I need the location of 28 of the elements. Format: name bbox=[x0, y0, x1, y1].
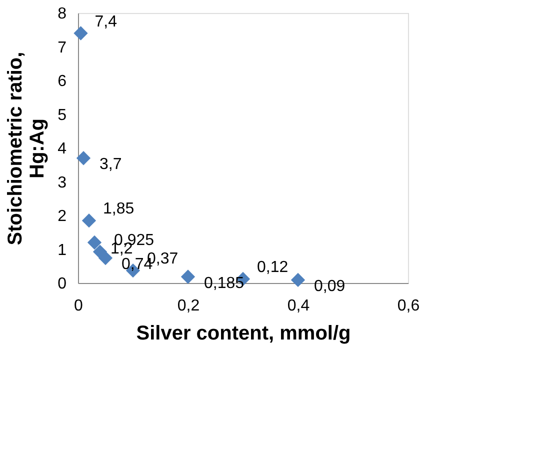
y-tick-label: 3 bbox=[58, 174, 67, 192]
y-axis-title: Stoichiometric ratio, Hg:Ag bbox=[4, 52, 49, 246]
y-tick-label: 1 bbox=[58, 242, 67, 259]
y-tick-label: 4 bbox=[58, 140, 67, 158]
data-label: 1,85 bbox=[103, 200, 134, 218]
x-tick-label: 0 bbox=[74, 298, 84, 314]
y-tick-label: 2 bbox=[58, 208, 67, 225]
point bbox=[290, 272, 306, 288]
x-tick-label: 0,6 bbox=[397, 298, 420, 314]
y-tick-label: 8 bbox=[58, 6, 67, 22]
y-tick-label: 0 bbox=[58, 276, 67, 292]
y-tick-label: 6 bbox=[58, 73, 67, 90]
data-label: 0,12 bbox=[257, 258, 288, 276]
data-label: 3,7 bbox=[100, 156, 122, 174]
data-label: 0,185 bbox=[204, 274, 244, 292]
x-tick-label: 0,4 bbox=[287, 298, 310, 314]
point bbox=[180, 270, 196, 284]
x-axis-title: Silver content, mmol/g bbox=[136, 322, 351, 344]
x-tick-label: 0,2 bbox=[177, 298, 200, 314]
data-label: 0,09 bbox=[314, 278, 346, 295]
point bbox=[74, 26, 88, 40]
y-tick-label: 5 bbox=[58, 106, 67, 124]
data-label: 7,4 bbox=[94, 13, 118, 30]
point bbox=[76, 151, 91, 166]
point bbox=[87, 235, 102, 250]
y-tick-label: 7 bbox=[58, 39, 67, 56]
point bbox=[82, 213, 96, 228]
point bbox=[98, 250, 113, 266]
